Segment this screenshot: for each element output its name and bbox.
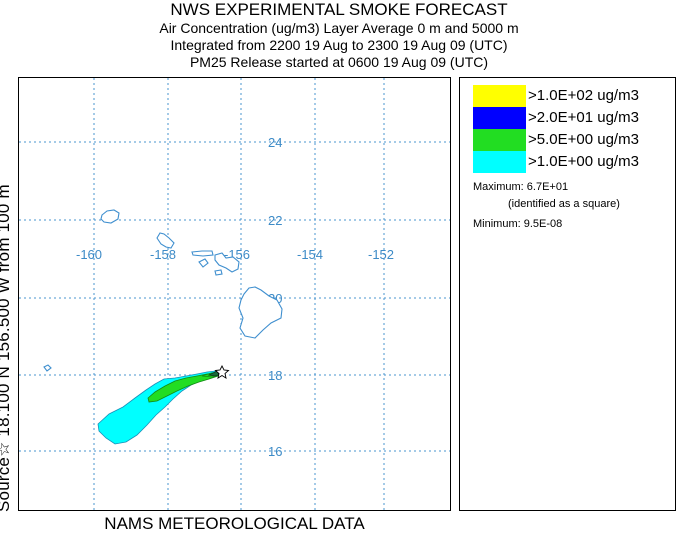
minimum-value: Minimum: 9.5E-08 bbox=[473, 218, 563, 230]
lat-label: 18 bbox=[268, 368, 282, 383]
lat-label: 16 bbox=[268, 444, 282, 459]
legend-item-cyan: >1.0E+00 ug/m3 bbox=[473, 151, 673, 173]
lon-label: -160 bbox=[76, 247, 102, 262]
kauai-island bbox=[100, 209, 120, 224]
legend-item-yellow: >1.0E+02 ug/m3 bbox=[473, 85, 673, 107]
source-location-text: Source☆ 18.100 N 156.500 W from 100 m bbox=[0, 184, 13, 512]
legend-item-blue: >2.0E+01 ug/m3 bbox=[473, 107, 673, 129]
forecast-title: NWS EXPERIMENTAL SMOKE FORECAST bbox=[170, 0, 508, 19]
smoke-plume bbox=[97, 364, 230, 445]
legend-swatch-yellow bbox=[473, 85, 526, 107]
lon-label: -152 bbox=[368, 247, 394, 262]
map-canvas: -160 -158 -156 -154 -152 24 22 20 18 16 bbox=[19, 78, 450, 510]
legend-label: >1.0E+00 ug/m3 bbox=[528, 153, 639, 170]
concentration-subtitle: Air Concentration (ug/m3) Layer Average … bbox=[159, 20, 519, 36]
lanai-island bbox=[198, 258, 209, 268]
legend-label: >5.0E+00 ug/m3 bbox=[528, 131, 639, 148]
lat-label: 24 bbox=[268, 135, 282, 150]
lon-label: -154 bbox=[297, 247, 323, 262]
maui-island bbox=[214, 252, 240, 273]
graticule bbox=[19, 78, 450, 510]
kahoolawe-island bbox=[214, 269, 223, 276]
maximum-value: Maximum: 6.7E+01 bbox=[473, 181, 569, 193]
smoke-map: -160 -158 -156 -154 -152 24 22 20 18 16 bbox=[18, 77, 451, 511]
maximum-note: (identified as a square) bbox=[508, 198, 620, 210]
lat-label: 22 bbox=[268, 213, 282, 228]
plume-cyan-contour bbox=[97, 370, 225, 445]
release-info: PM25 Release started at 0600 19 Aug 09 (… bbox=[189, 54, 489, 70]
source-location-label: Source☆ 18.100 N 156.500 W from 100 m bbox=[0, 72, 16, 512]
lon-label: -158 bbox=[150, 247, 176, 262]
source-star-icon bbox=[214, 364, 230, 379]
legend-label: >1.0E+02 ug/m3 bbox=[528, 87, 639, 104]
legend-panel: >1.0E+02 ug/m3 >2.0E+01 ug/m3 >5.0E+00 u… bbox=[459, 77, 676, 511]
niihau-island bbox=[43, 364, 52, 372]
hawaiian-islands bbox=[43, 209, 283, 372]
integration-period: Integrated from 2200 19 Aug to 2300 19 A… bbox=[170, 37, 508, 53]
molokai-island bbox=[191, 250, 214, 257]
legend-swatch-blue bbox=[473, 107, 526, 129]
legend-label: >2.0E+01 ug/m3 bbox=[528, 109, 639, 126]
meteorological-data-label: NAMS METEOROLOGICAL DATA bbox=[104, 514, 365, 533]
latitude-labels: 24 22 20 18 16 bbox=[268, 135, 282, 459]
legend-item-green: >5.0E+00 ug/m3 bbox=[473, 129, 673, 151]
legend-swatch-cyan bbox=[473, 151, 526, 173]
oahu-island bbox=[156, 232, 175, 249]
hawaii-big-island bbox=[238, 286, 283, 339]
legend-swatch-green bbox=[473, 129, 526, 151]
